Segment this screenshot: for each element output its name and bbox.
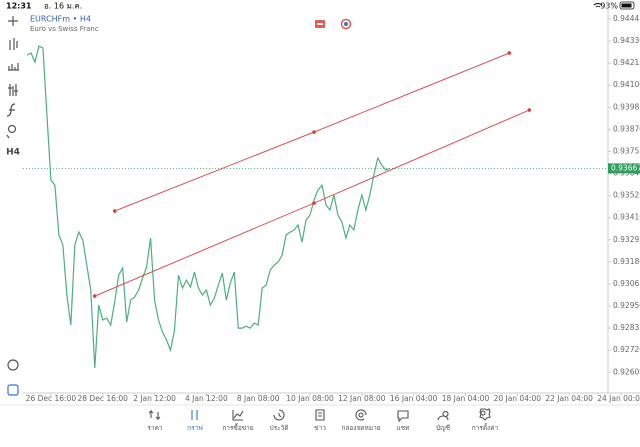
nav-label[interactable]: กล่องจดหมาย [341, 424, 380, 432]
nav-icon[interactable] [437, 410, 449, 421]
trendline[interactable] [94, 109, 530, 297]
nav-label[interactable]: ประวัติ [270, 424, 289, 432]
wifi-icon [593, 3, 603, 8]
y-tick-label: 0.93985 [613, 102, 640, 111]
nav-icon[interactable] [315, 409, 325, 421]
x-tick-label: 2 Jan 12:00 [133, 394, 176, 403]
x-tick-label: 8 Jan 08:00 [237, 394, 280, 403]
x-tick-label: 4 Jan 12:00 [185, 394, 228, 403]
y-tick-label: 0.93755 [613, 146, 640, 155]
nav-icon[interactable] [397, 410, 409, 423]
nav-label[interactable]: การตั้งค่า [472, 423, 499, 432]
y-tick-label: 0.92605 [613, 367, 640, 376]
nav-label[interactable]: กราฟ [187, 424, 203, 432]
volume-tool[interactable] [8, 63, 19, 71]
battery-fill [621, 3, 632, 8]
trendline-anchor[interactable] [527, 108, 532, 112]
nav-icon[interactable] [479, 408, 491, 421]
x-tick-label: 28 Dec 16:00 [78, 394, 129, 403]
nav-icon[interactable] [355, 409, 367, 421]
battery-icon [619, 1, 635, 10]
trendline-anchor[interactable] [92, 294, 97, 298]
trendline-anchor[interactable] [507, 51, 512, 55]
x-tick-label: 24 Jan 00:00 [597, 394, 640, 403]
nav-label[interactable]: การซื้อขาย [222, 423, 253, 432]
nav-icon[interactable] [273, 409, 285, 421]
x-tick-label: 20 Jan 04:00 [494, 394, 542, 403]
left-toolbar [6, 16, 20, 396]
chart-title: EURCHFm • H4 [30, 15, 91, 24]
chart-subtitle: Euro vs Swiss Franc [30, 25, 99, 33]
nav-label[interactable]: แชท [397, 424, 410, 432]
shapes-tool-handle [7, 135, 20, 365]
x-tick-label: 10 Jan 08:00 [286, 394, 334, 403]
status-time: 12:31 [6, 2, 32, 11]
battery-level: 93% [600, 2, 618, 11]
currency-icon-center [344, 22, 348, 26]
bottom-navigation: ราคา กราฟ การซื้อขาย ประวัติ ข่าว กล่องจดหมาย… [147, 408, 499, 432]
x-tick-label: 12 Jan 08:00 [338, 394, 386, 403]
x-tick-label: 18 Jan 04:00 [442, 394, 490, 403]
indicators-tool[interactable] [8, 84, 18, 96]
price-line [26, 45, 390, 369]
trendline-anchor[interactable] [312, 130, 316, 134]
trendline-anchor[interactable] [112, 209, 117, 213]
y-tick-label: 0.94215 [613, 58, 640, 67]
shapes-tool[interactable] [7, 124, 17, 134]
nav-icon[interactable] [148, 409, 161, 421]
x-tick-label: 26 Dec 16:00 [26, 394, 77, 403]
current-price-box [608, 163, 640, 174]
y-tick-label: 0.94445 [613, 14, 640, 23]
trendline[interactable] [114, 52, 510, 212]
nav-label[interactable]: ข่าว [314, 424, 326, 432]
status-date: อ. 16 ม.ค. [44, 2, 82, 11]
x-tick-label: 22 Jan 04:00 [545, 394, 593, 403]
nav-label[interactable]: บัญชี [436, 424, 451, 432]
nav-icon[interactable] [191, 410, 198, 420]
nav-icon[interactable] [232, 410, 244, 421]
x-tick-label: 16 Jan 04:00 [390, 394, 438, 403]
candles-tool[interactable] [9, 38, 18, 50]
trade-tool[interactable] [7, 384, 19, 396]
y-tick-label: 0.93525 [613, 191, 640, 200]
function-tool[interactable] [6, 103, 16, 117]
y-tick-label: 0.92835 [613, 323, 640, 332]
currency-icon [340, 18, 352, 30]
crosshair-tool[interactable] [8, 16, 18, 26]
y-tick-label: 0.93065 [613, 279, 640, 288]
nav-label[interactable]: ราคา [147, 424, 162, 432]
y-tick-label: 0.93295 [613, 235, 640, 244]
objects-tool[interactable] [7, 359, 19, 371]
timeframe-button[interactable]: H4 [6, 148, 20, 158]
current-price-label: 0.93667 [611, 163, 640, 172]
flag-icon-cross [317, 23, 323, 25]
trendline-anchor[interactable] [312, 201, 316, 205]
